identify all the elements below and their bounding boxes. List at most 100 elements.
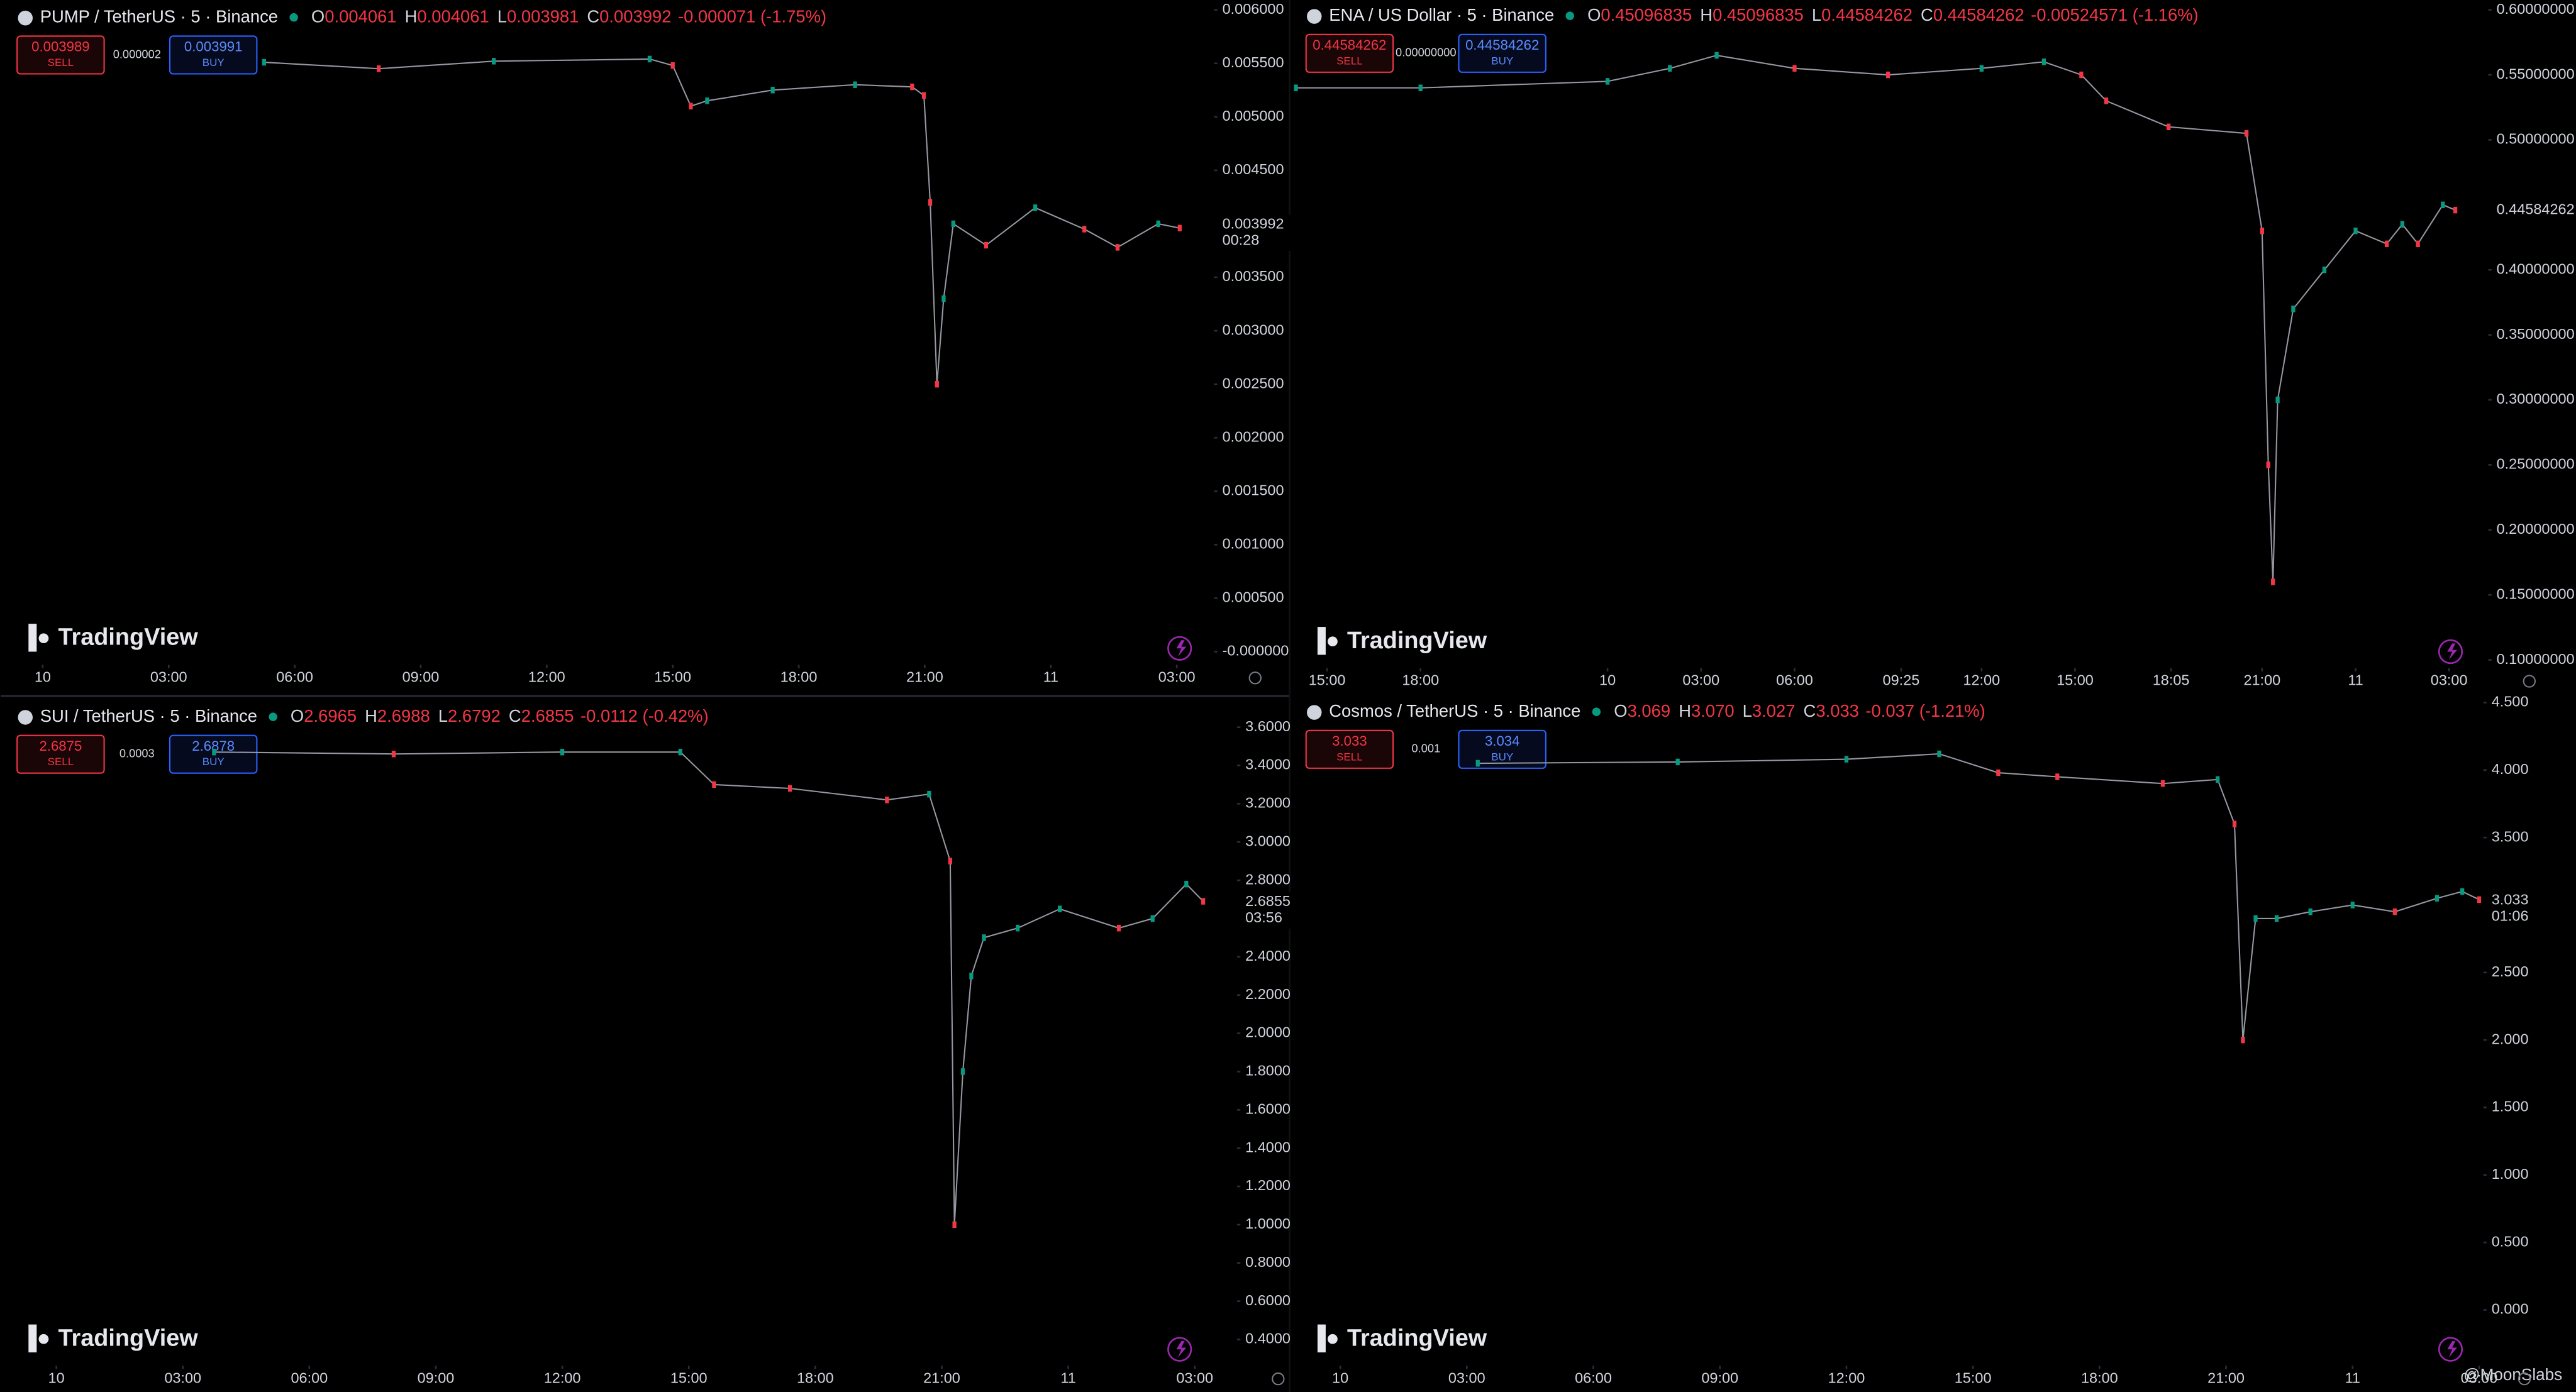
watermark: @MoonSlabs [2463, 1365, 2562, 1384]
x-tick-label: 12:00 [528, 668, 565, 685]
candle [1016, 924, 1020, 932]
buy-label: BUY [203, 756, 225, 768]
candle [969, 973, 974, 980]
sell-label: SELL [48, 756, 74, 768]
x-tick-label: 03:00 [1158, 668, 1196, 685]
x-tick-label: 03:00 [150, 668, 187, 685]
candle [2477, 896, 2482, 903]
ohlc-value: 2.6965 [304, 706, 357, 726]
sell-button [16, 734, 105, 774]
symbol-title: PUMP / TetherUS · 5 · Binance [40, 7, 278, 26]
candle [2322, 267, 2327, 273]
y-tick-label: 0.002500 [1223, 375, 1284, 391]
ohlc-value: 0.44584262 [1933, 5, 2024, 25]
symbol-icon [18, 10, 33, 26]
buy-button [1458, 33, 1546, 73]
candle [1116, 924, 1121, 932]
x-tick-label: 18:00 [780, 668, 818, 685]
candle [885, 797, 889, 804]
x-tick-label: 11 [1043, 668, 1058, 685]
candle [2104, 97, 2109, 104]
lightning-button [1167, 636, 1192, 661]
ohlc-label: C [1921, 5, 1933, 25]
y-tick-label: 0.60000000 [2497, 1, 2575, 17]
status-dot: ● [1564, 4, 1576, 26]
candle [941, 295, 946, 302]
last-price-label: 3.033 [2492, 892, 2529, 908]
candle [1996, 769, 2001, 776]
candle [853, 81, 857, 88]
x-tick-label: 09:00 [402, 668, 440, 685]
candle [770, 87, 775, 94]
last-price-label: 2.6855 [1245, 893, 1291, 909]
ohlc-label: L [1743, 701, 1752, 721]
ohlc-label: H [365, 706, 377, 726]
candle [2253, 915, 2258, 922]
y-tick-label: 0.005500 [1223, 54, 1284, 70]
lightning-button [2438, 1337, 2463, 1362]
y-tick-label: 0.25000000 [2497, 456, 2575, 472]
header: SUI / TetherUS · 5 · Binance ● O2.6965 H2.6… [40, 705, 709, 727]
y-tick-label: 1.0000 [1245, 1215, 1291, 1232]
y-tick-label: 3.0000 [1245, 832, 1291, 849]
candle [2041, 58, 2046, 65]
y-tick-label: 0.003500 [1223, 268, 1284, 284]
y-tick-label: 2.500 [2492, 963, 2529, 980]
candle [1475, 760, 1480, 767]
candle [2441, 201, 2445, 209]
y-tick-label: 2.0000 [1245, 1024, 1291, 1041]
y-tick-label: -0.000000 [1223, 643, 1289, 659]
ohlc-value: 0.003992 [599, 7, 671, 26]
x-tick-label: 15:00 [654, 668, 691, 685]
logo: TradingView [1347, 627, 1487, 654]
candle [788, 785, 792, 792]
y-tick-label: 0.50000000 [2497, 131, 2575, 147]
y-tick-label: 0.006000 [1223, 1, 1284, 17]
candle [2055, 773, 2060, 780]
x-tick-label: 11 [2345, 1369, 2360, 1386]
candle [2167, 123, 2171, 130]
candle [2291, 306, 2296, 312]
x-tick-label: 12:00 [1828, 1369, 1865, 1386]
candle [2384, 240, 2389, 248]
x-tick-label: 03:00 [1176, 1369, 1213, 1386]
lightning-icon [2447, 1341, 2457, 1358]
y-tick-label: 0.005000 [1223, 108, 1284, 124]
ohlc-label: C [587, 7, 599, 26]
sell-price: 2.6875 [39, 738, 82, 754]
lightning-icon [2447, 643, 2457, 660]
candle [2160, 780, 2165, 787]
spread: 0.001 [1411, 742, 1440, 755]
x-tick-label: 15:00 [1309, 672, 1346, 688]
candle [492, 58, 496, 65]
x-tick-label: 06:00 [276, 668, 313, 685]
x-tick-label: 18:05 [2153, 672, 2190, 688]
x-tick-label: 06:00 [1776, 672, 1813, 688]
buy-price: 3.034 [1485, 733, 1520, 749]
lightning-button [1167, 1337, 1192, 1362]
y-tick-label: 0.001000 [1223, 536, 1284, 552]
y-tick-label: 0.8000 [1245, 1254, 1291, 1270]
status-dot: ● [288, 6, 300, 28]
candle [1058, 905, 1062, 912]
change: -0.037 (-1.21%) [1865, 701, 1985, 721]
candle [1033, 204, 1038, 211]
change: -0.0112 (-0.42%) [580, 706, 709, 726]
logo: TradingView [58, 624, 198, 651]
candle [2244, 130, 2249, 137]
candle [2266, 461, 2270, 468]
candle [705, 97, 709, 104]
spread: 0.000002 [113, 47, 161, 60]
settings-icon [1248, 671, 1262, 685]
candle [935, 380, 939, 388]
candle [1418, 84, 1423, 91]
candle [212, 748, 216, 756]
candle [2260, 227, 2264, 235]
candle [2274, 915, 2279, 922]
buy-button [169, 35, 258, 75]
settings-icon [1272, 1372, 1285, 1386]
logo: TradingView [1347, 1325, 1487, 1351]
candle [927, 790, 931, 798]
change: -0.000071 (-1.75%) [678, 7, 826, 26]
x-tick-label: 15:00 [670, 1369, 708, 1386]
